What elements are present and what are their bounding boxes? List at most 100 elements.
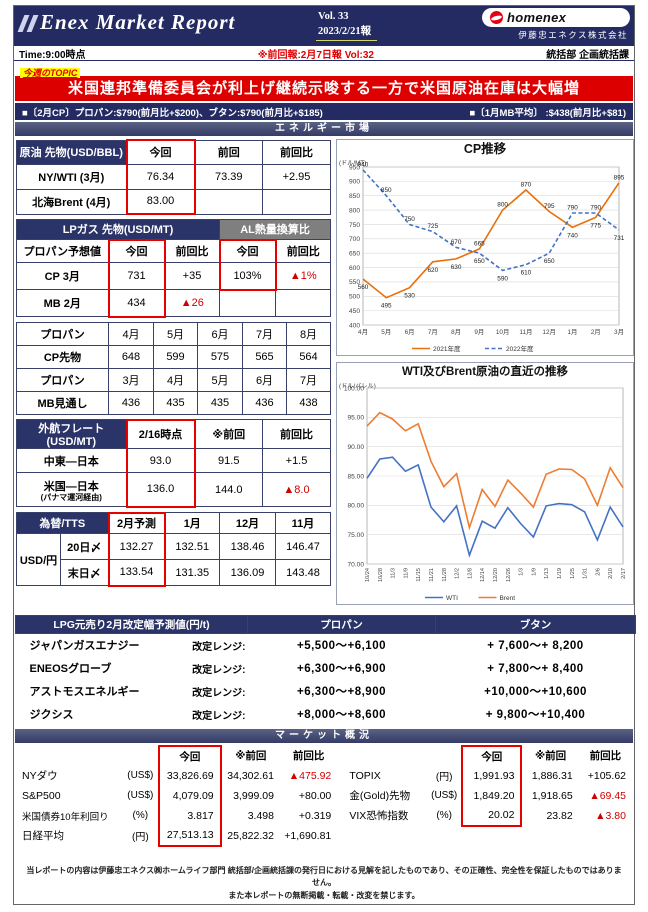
svg-text:10/28: 10/28	[378, 568, 384, 582]
lpg-revision-table: LPG元売り2月改定幅予測値(円/t) プロパン ブタン ジャパンガスエナジー …	[15, 615, 636, 726]
value-cell: 131.35	[164, 559, 220, 586]
svg-text:450: 450	[349, 308, 360, 315]
svg-text:1/13: 1/13	[544, 568, 550, 579]
report-title: Enex Market Report	[40, 10, 236, 34]
svg-text:1/3: 1/3	[519, 568, 525, 576]
header-decoration	[17, 15, 39, 37]
svg-text:600: 600	[349, 265, 360, 272]
table-row: 米国―日本 (パナマ運河経由) 136.0 144.0 ▲8.0	[16, 472, 331, 508]
col-header-month: 12月	[219, 512, 276, 534]
svg-text:650: 650	[544, 258, 555, 265]
value-cell: 1,849.20	[461, 785, 523, 806]
svg-text:95.00: 95.00	[347, 415, 364, 422]
value-cell: 564	[286, 344, 331, 369]
info-bar: Time:9:00時点 ※前回報:2月7日報 Vol:32 統括部 企画統括課	[14, 44, 634, 61]
col-header-butane: ブタン	[435, 615, 636, 634]
lp-gas-futures-table: LPガス 先物(USD/MT) AL熱量換算比 プロパン予想値 今回 前回比 今…	[15, 219, 332, 318]
row-label-main: 米国―日本	[43, 480, 99, 493]
brand-name: homenex	[507, 10, 567, 25]
disclaimer-line2: また本レポートの無断掲載・転載・改変を禁じます。	[228, 891, 420, 901]
col-header-date: 2/16時点	[125, 418, 196, 449]
previous-issue-note: ※前回報:2月7日報 Vol:32	[257, 49, 374, 61]
value-cell: +80.00	[298, 789, 332, 802]
value-cell: 435	[153, 390, 198, 415]
table-title: LPG元売り2月改定幅予測値(円/t)	[15, 615, 248, 634]
svg-text:11/9: 11/9	[403, 568, 409, 578]
value-cell: 4,079.09	[158, 785, 222, 806]
svg-text:895: 895	[614, 174, 625, 181]
svg-text:775: 775	[590, 222, 601, 229]
col-header-prev: ※前回	[235, 750, 267, 762]
svg-text:850: 850	[381, 187, 392, 194]
svg-text:11/15: 11/15	[416, 568, 422, 582]
table-header-row: LPガス 先物(USD/MT) AL熱量換算比	[15, 219, 332, 240]
month-cell: 7月	[242, 321, 287, 346]
row-label: CP 3月	[16, 262, 109, 290]
spacer-cell	[16, 746, 122, 766]
energy-main-area: 原油 先物(USD/BBL) 今回 前回 前回比 NY/WTI (3月) 76.…	[14, 136, 634, 613]
svg-text:4月: 4月	[358, 328, 368, 336]
table-row: NYダウ (US$) 33,826.69 34,302.61 ▲475.92 T…	[16, 765, 632, 786]
index-label: S&P500	[22, 789, 61, 802]
index-label: 日経平均	[22, 830, 64, 842]
svg-text:650: 650	[474, 258, 485, 265]
value-cell: 91.5	[194, 448, 263, 473]
company-label: ジクシス	[29, 709, 74, 721]
value-cell: +105.62	[587, 769, 626, 782]
topic-label: 今週のTOPIC	[20, 68, 81, 78]
col-header-now: 今回	[158, 744, 222, 766]
svg-text:12月: 12月	[542, 328, 556, 336]
range-label: 改定レンジ:	[192, 664, 246, 676]
value-cell	[275, 289, 332, 317]
index-label: NYダウ	[22, 770, 58, 782]
row-label: MB見通し	[16, 390, 109, 415]
col-header-month: 11月	[275, 512, 331, 534]
table-row: 末日〆 133.54 131.35 136.09 143.48	[17, 559, 331, 587]
value-cell: 138.46	[219, 533, 276, 560]
svg-text:(ドル/MT): (ドル/MT)	[339, 160, 366, 167]
svg-text:850: 850	[349, 193, 360, 200]
cp-trend-chart: CP推移 (ドル/MT) 400 450 500 550 600 650 700 750 800 8…	[336, 139, 634, 356]
svg-text:790: 790	[590, 205, 601, 212]
value-cell: 435	[197, 390, 243, 415]
value-cell: 1,886.31	[531, 769, 573, 782]
table-row: ENEOSグローブ 改定レンジ: +6,300〜+6,900 + 7,800〜+…	[16, 657, 636, 680]
unit-label: (US$)	[127, 770, 154, 781]
month-cell: 8月	[286, 321, 331, 346]
wti-brent-chart-title: WTI及びBrent原油の直近の推移	[401, 366, 569, 378]
value-cell: +2.95	[262, 163, 331, 190]
svg-text:70.00: 70.00	[347, 561, 364, 568]
svg-text:900: 900	[349, 179, 360, 186]
company-name: 伊藤忠エネクス株式会社	[518, 30, 628, 40]
svg-text:1月: 1月	[567, 328, 577, 336]
disclaimer-line1: 当レポートの内容は伊藤忠エネクス㈱ホームライフ部門 統括部/企画統括課の発行日に…	[26, 865, 622, 888]
svg-text:6月: 6月	[405, 328, 415, 336]
topic-headline: 米国連邦準備委員会が利上げ継続示唆する一方で米国原油在庫は大幅増	[15, 76, 633, 101]
svg-text:2/6: 2/6	[595, 568, 601, 576]
svg-text:10月: 10月	[496, 328, 510, 336]
table-header-row: 今回 ※前回 前回比 今回 ※前回 前回比	[16, 744, 632, 766]
index-label: TOPIX	[349, 769, 381, 782]
col-header-now: 今回	[125, 139, 196, 165]
svg-text:725: 725	[427, 223, 438, 230]
wti-brent-chart: WTI及びBrent原油の直近の推移 (ドル/バレル) 70.00 75.00 80.…	[336, 362, 634, 605]
svg-text:800: 800	[349, 207, 360, 214]
cp-summary-right: ■〔1月MB平均〕 :$438(前月比+$81)	[469, 107, 626, 119]
svg-text:790: 790	[567, 205, 578, 212]
value-cell: 136.0	[125, 472, 196, 508]
value-cell: 73.39	[194, 163, 263, 190]
butane-range: + 7,800〜+ 8,400	[487, 663, 584, 675]
row-label-sub: (パナマ運河経由)	[40, 492, 102, 502]
table-row: 米国債券10年利回り (%) 3.817 3.498 +0.319 VIX恐怖指…	[16, 805, 632, 827]
col-header: プロパン予想値	[16, 239, 109, 263]
report-header: Enex Market Report Vol. 33 2023/2/21報 ho…	[14, 6, 634, 44]
butane-range: + 7,600〜+ 8,200	[487, 640, 584, 653]
col-header-forecast: 2月予測	[107, 511, 166, 534]
value-cell	[194, 188, 263, 215]
volume-block: Vol. 33 2023/2/21報	[316, 9, 378, 42]
svg-text:1/19: 1/19	[557, 568, 563, 579]
value-cell: 575	[197, 344, 243, 369]
cp-summary-left: ■〔2月CP〕プロパン:$790(前月比+$200)、ブタン:$790(前月比+…	[22, 107, 323, 119]
value-cell: 132.27	[107, 533, 166, 560]
wti-brent-chart-canvas: (ドル/バレル) 70.00 75.00 80.00 85.00 90.00 95.00 10…	[339, 383, 627, 602]
